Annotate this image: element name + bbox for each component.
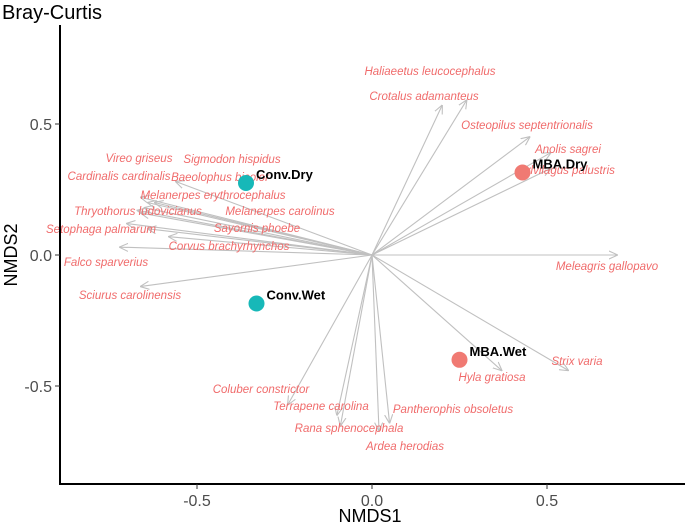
species-arrow-sylvilagus-palustris [371,169,551,256]
x-tick-label: 0.5 [536,493,558,510]
axis-ticks: -0.5 0.0 0.5 -0.5 0.0 0.5 [24,117,558,510]
site-label-conv-wet: Conv.Wet [267,287,326,302]
species-arrow-melanerpes-carolinus [141,213,373,256]
y-axis-title: NMDS2 [1,223,21,286]
species-label-rana-sphenocephala: Rana sphenocephala [295,423,404,435]
y-tick-label: -0.5 [24,379,52,396]
site-label-mba-dry: MBA.Dry [533,156,589,171]
species-label-corvus-brachyrhynchos: Corvus brachyrhynchos [169,241,290,253]
species-label-thryothorus-ludovicianus: Thryothorus ludovicianus [74,206,202,218]
species-arrow-hyla-gratiosa [371,254,502,370]
species-label-hyla-gratiosa: Hyla gratiosa [458,372,525,384]
species-arrows [120,100,617,430]
species-arrow-cardinalis-cardinalis [141,197,373,256]
species-label-sayornis-phoebe: Sayornis phoebe [214,223,300,235]
species-arrow-corvus-brachyrhynchos [169,237,373,256]
species-labels: Haliaeetus leucocephalus Crotalus adamant… [46,66,659,453]
species-label-strix-varia: Strix varia [551,356,602,368]
species-arrow-strix-varia [371,254,568,370]
species-arrow-haliaeetus-leucocephalus [371,106,442,256]
site-points [238,164,531,368]
species-arrow-pantherophis-obsoletus [371,254,390,423]
species-label-haliaeetus-leucocephalus: Haliaeetus leucocephalus [364,66,495,78]
site-point-conv-wet [248,295,265,312]
species-label-setophaga-palmarum: Setophaga palmarum [46,224,156,236]
species-arrow-crotalus-adamanteus [371,100,467,256]
species-label-cardinalis-cardinalis: Cardinalis cardinalis [68,171,171,183]
species-arrow-melanerpes-erythrocephalus [145,208,373,256]
species-label-melanerpes-erythrocephalus: Melanerpes erythrocephalus [140,190,285,202]
species-label-sciurus-carolinensis: Sciurus carolinensis [79,290,182,302]
species-arrow-coluber-constrictor [288,254,373,404]
species-label-falco-sparverius: Falco sparverius [64,257,149,269]
species-arrow-sigmodon-hispidus [176,182,373,256]
x-tick-label: 0.0 [361,493,383,510]
site-label-mba-wet: MBA.Wet [470,344,527,359]
site-label-conv-dry: Conv.Dry [256,167,314,182]
site-point-conv-dry [238,174,254,191]
site-labels: Conv.Dry Conv.Wet MBA.Dry MBA.Wet [256,156,588,358]
species-label-osteopilus-septentrionalis: Osteopilus septentrionalis [461,120,593,132]
species-arrow-sciurus-carolinensis [141,254,373,286]
species-arrow-rana-sphenocephala [341,254,373,425]
y-tick-label: 0.0 [30,248,52,265]
species-arrow-ardea-herodias [371,254,379,431]
y-tick-label: 0.5 [30,117,52,134]
species-label-crotalus-adamanteus: Crotalus adamanteus [369,91,479,103]
site-point-mba-dry [514,164,531,181]
species-label-terrapene-carolina: Terrapene carolina [273,401,368,413]
species-label-anolis-sagrei: Anolis sagrei [534,144,601,156]
x-tick-label: -0.5 [183,493,211,510]
site-point-mba-wet [451,351,468,368]
species-label-melanerpes-carolinus: Melanerpes carolinus [225,206,335,218]
species-arrow-terrapene-carolina [337,254,373,415]
species-label-ardea-herodias: Ardea herodias [365,441,444,453]
species-label-vireo-griseus: Vireo griseus [106,153,173,165]
species-label-meleagris-gallopavo: Meleagris gallopavo [556,261,659,273]
species-arrow-falco-sparverius [120,247,373,256]
species-label-pantherophis-obsoletus: Pantherophis obsoletus [393,404,513,416]
species-label-sylvilagus-palustris: Sylvilagus palustris [517,165,615,177]
species-label-coluber-constrictor: Coluber constrictor [213,384,311,396]
chart-title: Bray-Curtis [2,2,102,24]
species-arrow-sayornis-phoebe [148,229,373,256]
species-arrow-osteopilus-septentrionalis [371,137,530,256]
x-axis-title: NMDS1 [338,506,401,526]
species-label-sigmodon-hispidus: Sigmodon hispidus [183,154,280,166]
